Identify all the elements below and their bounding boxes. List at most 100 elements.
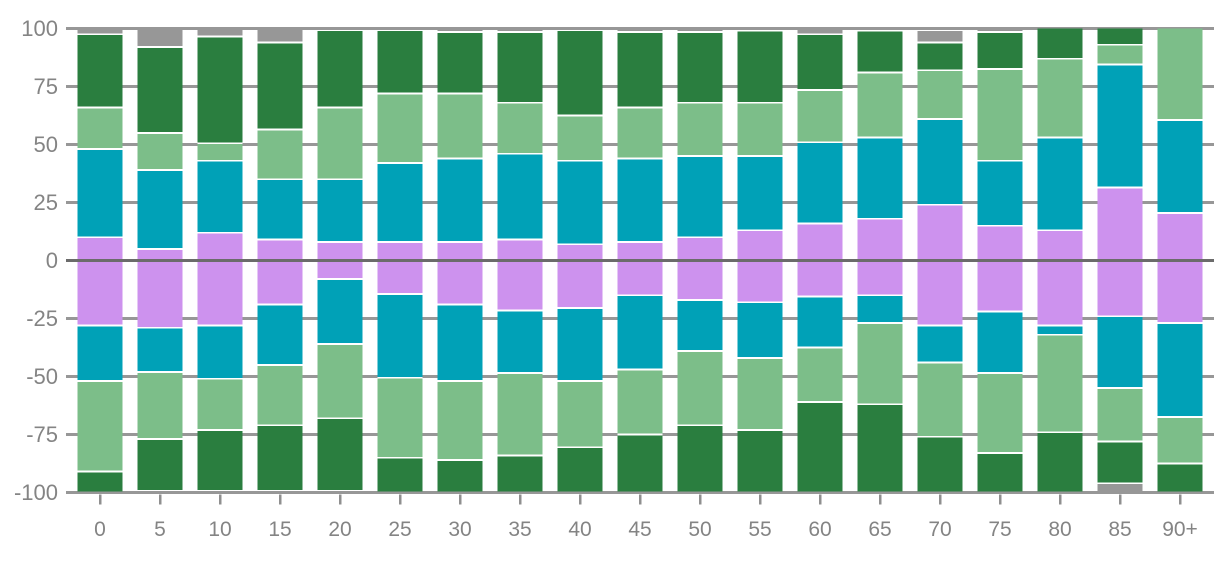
bar-segment-light-green-65-bottom[interactable]: [857, 323, 903, 405]
bar-segment-purple-80-top[interactable]: [1037, 230, 1083, 261]
bar-segment-dark-green-65-bottom[interactable]: [857, 404, 903, 492]
bar-segment-purple-80-bottom[interactable]: [1037, 260, 1083, 326]
bar-segment-gray-60-top[interactable]: [797, 28, 843, 35]
bar-segment-purple-50-bottom[interactable]: [677, 260, 723, 300]
bar-segment-purple-65-top[interactable]: [857, 218, 903, 261]
bar-segment-light-green-5-bottom[interactable]: [137, 371, 183, 440]
bar-segment-light-green-5-top[interactable]: [137, 132, 183, 171]
bar-segment-teal-45-top[interactable]: [617, 158, 663, 242]
bar-segment-teal-10-top[interactable]: [197, 160, 243, 233]
bar-segment-teal-20-bottom[interactable]: [317, 279, 363, 345]
bar-segment-teal-55-bottom[interactable]: [737, 302, 783, 358]
bar-segment-light-green-15-bottom[interactable]: [257, 364, 303, 426]
bar-segment-light-green-15-top[interactable]: [257, 129, 303, 180]
bar-segment-teal-60-top[interactable]: [797, 142, 843, 224]
bar-segment-dark-green-75-bottom[interactable]: [977, 453, 1023, 492]
bar-segment-light-green-10-bottom[interactable]: [197, 378, 243, 430]
bar-segment-dark-green-50-top[interactable]: [677, 31, 723, 103]
bar-segment-dark-green-70-top[interactable]: [917, 42, 963, 71]
bar-segment-gray-0-top[interactable]: [77, 28, 123, 35]
bar-segment-dark-green-40-top[interactable]: [557, 30, 603, 116]
bar-segment-light-green-50-top[interactable]: [677, 102, 723, 157]
bar-segment-purple-75-top[interactable]: [977, 225, 1023, 261]
bar-segment-purple-90+-bottom[interactable]: [1157, 260, 1203, 324]
bar-segment-teal-50-top[interactable]: [677, 156, 723, 238]
bar-segment-teal-15-top[interactable]: [257, 179, 303, 240]
bar-segment-gray-45-top[interactable]: [617, 28, 663, 32]
bar-segment-purple-60-top[interactable]: [797, 223, 843, 261]
bar-segment-dark-green-50-bottom[interactable]: [677, 425, 723, 492]
bar-segment-teal-5-bottom[interactable]: [137, 327, 183, 372]
bar-segment-light-green-45-top[interactable]: [617, 107, 663, 159]
bar-segment-dark-green-10-top[interactable]: [197, 36, 243, 144]
bar-segment-purple-45-top[interactable]: [617, 241, 663, 261]
bar-segment-teal-20-top[interactable]: [317, 179, 363, 242]
bar-segment-light-green-70-bottom[interactable]: [917, 362, 963, 437]
bar-segment-teal-5-top[interactable]: [137, 170, 183, 249]
bar-segment-dark-green-55-bottom[interactable]: [737, 429, 783, 492]
bar-segment-teal-80-bottom[interactable]: [1037, 325, 1083, 335]
bar-segment-teal-0-top[interactable]: [77, 149, 123, 238]
bar-segment-purple-25-bottom[interactable]: [377, 260, 423, 295]
bar-segment-teal-60-bottom[interactable]: [797, 296, 843, 348]
bar-segment-dark-green-70-bottom[interactable]: [917, 436, 963, 492]
bar-segment-light-green-40-bottom[interactable]: [557, 381, 603, 448]
bar-segment-gray-55-top[interactable]: [737, 28, 783, 31]
bar-segment-teal-90+-bottom[interactable]: [1157, 323, 1203, 418]
bar-segment-teal-15-bottom[interactable]: [257, 304, 303, 365]
bar-segment-light-green-20-top[interactable]: [317, 107, 363, 180]
bar-segment-dark-green-0-bottom[interactable]: [77, 471, 123, 492]
bar-segment-purple-30-bottom[interactable]: [437, 260, 483, 305]
bar-segment-teal-75-top[interactable]: [977, 160, 1023, 226]
bar-segment-teal-0-bottom[interactable]: [77, 325, 123, 382]
bar-segment-purple-65-bottom[interactable]: [857, 260, 903, 296]
bar-segment-purple-20-bottom[interactable]: [317, 260, 363, 280]
bar-segment-light-green-90+-bottom[interactable]: [1157, 417, 1203, 464]
bar-segment-purple-15-top[interactable]: [257, 239, 303, 261]
bar-segment-purple-75-bottom[interactable]: [977, 260, 1023, 312]
bar-segment-purple-60-bottom[interactable]: [797, 260, 843, 297]
bar-segment-gray-50-top[interactable]: [677, 28, 723, 32]
bar-segment-light-green-40-top[interactable]: [557, 115, 603, 161]
bar-segment-teal-30-top[interactable]: [437, 158, 483, 242]
bar-segment-teal-30-bottom[interactable]: [437, 304, 483, 382]
bar-segment-dark-green-0-top[interactable]: [77, 34, 123, 108]
bar-segment-light-green-85-top[interactable]: [1097, 44, 1143, 65]
bar-segment-dark-green-10-bottom[interactable]: [197, 429, 243, 491]
bar-segment-dark-green-40-bottom[interactable]: [557, 447, 603, 492]
bar-segment-gray-85-bottom[interactable]: [1097, 483, 1143, 492]
bar-segment-dark-green-75-top[interactable]: [977, 31, 1023, 70]
bar-segment-light-green-60-bottom[interactable]: [797, 347, 843, 403]
bar-segment-dark-green-55-top[interactable]: [737, 30, 783, 103]
bar-segment-purple-35-top[interactable]: [497, 239, 543, 261]
bar-segment-light-green-20-bottom[interactable]: [317, 344, 363, 419]
bar-segment-dark-green-45-top[interactable]: [617, 31, 663, 108]
bar-segment-gray-15-top[interactable]: [257, 29, 303, 43]
bar-segment-purple-0-top[interactable]: [77, 237, 123, 261]
bar-segment-light-green-0-top[interactable]: [77, 107, 123, 150]
bar-segment-purple-90+-top[interactable]: [1157, 212, 1203, 261]
bar-segment-teal-35-top[interactable]: [497, 153, 543, 240]
bar-segment-teal-75-bottom[interactable]: [977, 311, 1023, 374]
bar-segment-gray-10-top[interactable]: [197, 28, 243, 37]
bar-segment-light-green-65-top[interactable]: [857, 72, 903, 138]
bar-segment-dark-green-65-top[interactable]: [857, 30, 903, 73]
bar-segment-purple-15-bottom[interactable]: [257, 260, 303, 305]
bar-segment-teal-80-top[interactable]: [1037, 137, 1083, 231]
bar-segment-dark-green-15-top[interactable]: [257, 42, 303, 130]
bar-segment-dark-green-20-top[interactable]: [317, 30, 363, 108]
bar-segment-dark-green-5-top[interactable]: [137, 47, 183, 133]
bar-segment-dark-green-60-top[interactable]: [797, 34, 843, 90]
bar-segment-teal-45-bottom[interactable]: [617, 295, 663, 370]
bar-segment-purple-0-bottom[interactable]: [77, 260, 123, 326]
bar-segment-teal-85-bottom[interactable]: [1097, 316, 1143, 389]
bar-segment-dark-green-20-bottom[interactable]: [317, 418, 363, 491]
bar-segment-purple-70-bottom[interactable]: [917, 260, 963, 326]
bar-segment-purple-5-top[interactable]: [137, 248, 183, 261]
bar-segment-dark-green-25-bottom[interactable]: [377, 457, 423, 492]
bar-segment-purple-55-bottom[interactable]: [737, 260, 783, 303]
bar-segment-dark-green-90+-bottom[interactable]: [1157, 463, 1203, 492]
bar-segment-light-green-50-bottom[interactable]: [677, 350, 723, 426]
bar-segment-dark-green-30-bottom[interactable]: [437, 460, 483, 492]
bar-segment-teal-85-top[interactable]: [1097, 64, 1143, 188]
